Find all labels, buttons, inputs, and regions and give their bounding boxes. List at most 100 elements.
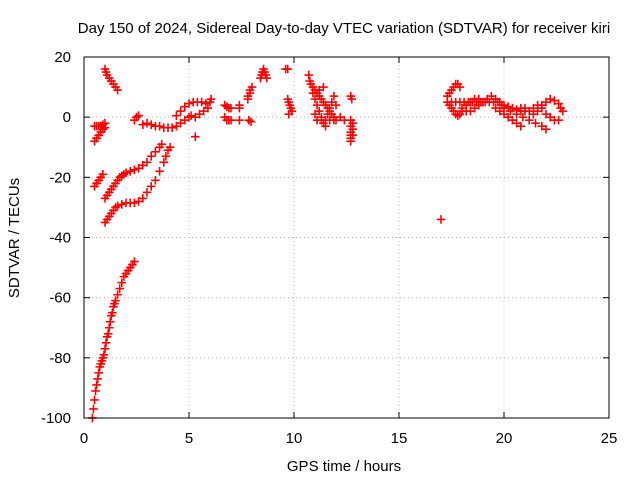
data-point (554, 115, 563, 125)
data-point (165, 142, 175, 152)
data-point (113, 201, 122, 211)
data-point (146, 151, 156, 161)
data-point (531, 118, 540, 128)
data-point (92, 380, 101, 390)
data-point (142, 188, 152, 197)
data-point (155, 167, 164, 176)
data-point (134, 111, 143, 120)
data-point (331, 100, 341, 110)
data-point (130, 198, 139, 208)
x-tick-label: 20 (496, 430, 513, 447)
data-point (89, 404, 98, 414)
data-point (159, 157, 169, 167)
data-point (235, 103, 244, 113)
data-point (113, 85, 122, 95)
data-point (262, 73, 272, 83)
data-point (323, 109, 332, 119)
y-tick-label: -40 (49, 230, 71, 247)
data-point (310, 109, 320, 119)
data-point (100, 344, 110, 354)
x-tick-label: 5 (185, 430, 193, 447)
data-point (518, 112, 528, 122)
data-point (100, 123, 110, 132)
x-axis-label: GPS time / hours (287, 458, 401, 475)
data-point (235, 115, 244, 125)
data-point (105, 317, 115, 327)
x-tick-label: 10 (286, 430, 303, 447)
data-point (346, 136, 356, 146)
y-tick-label: 20 (54, 49, 71, 66)
data-point (191, 132, 200, 142)
data-point (310, 94, 320, 104)
data-point (157, 139, 166, 149)
data-point (499, 103, 509, 113)
data-point (186, 111, 196, 120)
x-tick-label: 25 (601, 430, 618, 447)
data-point (206, 94, 216, 104)
x-tick-label: 0 (80, 430, 88, 447)
data-point (505, 106, 515, 116)
data-point (541, 124, 551, 134)
data-point (125, 167, 135, 176)
data-point (348, 130, 358, 140)
data-point (113, 290, 122, 299)
data-point (329, 91, 339, 101)
chart-title: Day 150 of 2024, Sidereal Day-to-day VTE… (78, 20, 610, 37)
x-tick-label: 15 (391, 430, 408, 447)
y-tick-label: 0 (63, 109, 71, 126)
data-point (537, 103, 547, 113)
data-point (284, 109, 294, 119)
y-tick-label: -80 (49, 350, 71, 367)
axis-ticks: 0 5 10 15 20 25 -100 -80 -60 -40 -20 0 20 (41, 49, 617, 447)
data-point (176, 106, 185, 116)
data-point (524, 115, 534, 125)
data-point (304, 70, 314, 80)
data-point (516, 121, 526, 131)
data-point (226, 115, 236, 125)
data-point (138, 194, 148, 203)
data-point (101, 338, 111, 348)
data-point (91, 386, 100, 396)
y-tick-label: -20 (49, 169, 71, 186)
data-point (117, 200, 127, 209)
data-point (98, 170, 108, 179)
data-point (93, 374, 102, 384)
data-point (151, 147, 160, 157)
data-point (138, 120, 148, 129)
y-tick-label: -100 (41, 410, 71, 427)
data-point (161, 151, 171, 161)
data-point (146, 120, 156, 129)
data-point (512, 109, 521, 119)
data-point (121, 168, 131, 178)
data-point (436, 215, 446, 224)
data-point (130, 165, 139, 175)
data-point (312, 100, 322, 110)
data-point (151, 176, 160, 185)
data-point (558, 106, 568, 116)
data-point (503, 102, 513, 111)
data-point (99, 350, 109, 360)
data-point (197, 97, 206, 107)
data-point (203, 103, 213, 113)
data-point (117, 278, 127, 287)
data-point (319, 82, 328, 92)
data-point (283, 64, 293, 74)
data-point (308, 88, 318, 98)
data-point (246, 117, 256, 126)
data-point (226, 103, 236, 113)
data-point (146, 182, 156, 191)
data-point (111, 296, 120, 305)
y-axis-label: SDTVAR / TECUs (6, 178, 23, 298)
data-point (167, 123, 177, 132)
data-point (142, 118, 152, 128)
data-point (172, 111, 181, 120)
data-point (90, 395, 99, 405)
data-point (474, 100, 484, 110)
data-point (155, 121, 164, 131)
data-point (115, 284, 124, 293)
data-point (325, 103, 335, 113)
data-point (554, 99, 563, 108)
data-point (104, 323, 114, 333)
